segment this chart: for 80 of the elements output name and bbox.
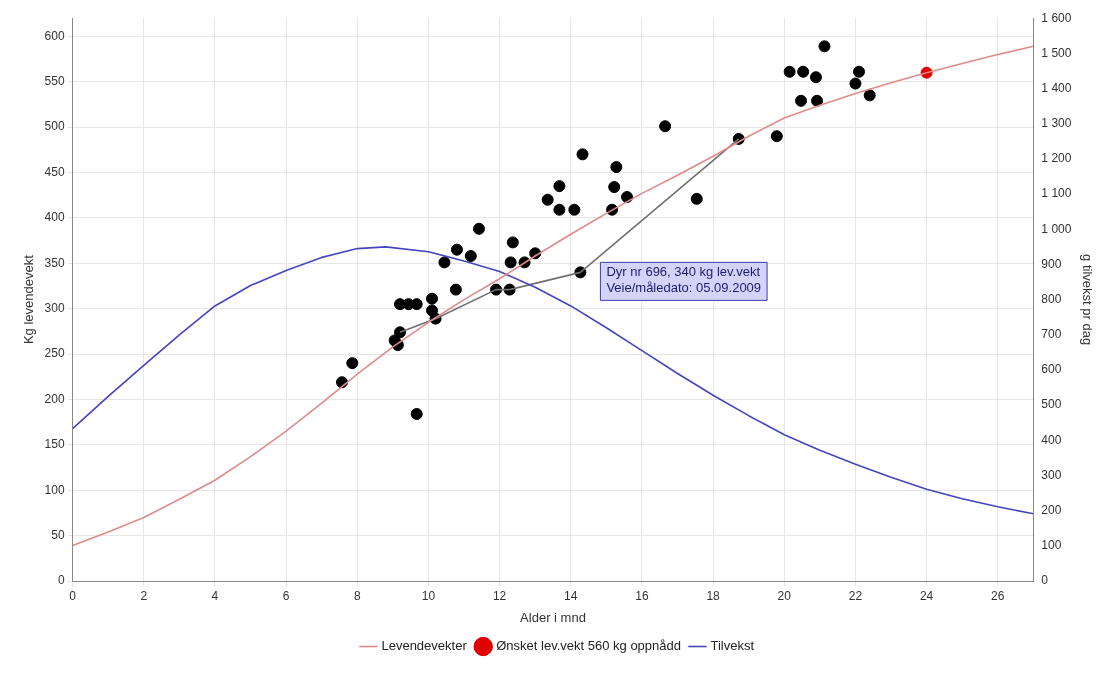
- point: [464, 250, 477, 263]
- y2-tick-label: 1 500: [1041, 45, 1072, 60]
- point: [608, 181, 621, 194]
- x-tick-label: 18: [706, 588, 721, 603]
- y2-tick-label: 1 600: [1041, 10, 1072, 25]
- x-tick-label: 10: [421, 588, 436, 603]
- point: [795, 94, 808, 107]
- point: [438, 256, 451, 269]
- x-axis-title: Alder i mnd: [520, 609, 586, 625]
- point: [506, 236, 519, 249]
- y-tick-label: 350: [44, 255, 65, 270]
- y2-tick-label: 1 000: [1041, 221, 1072, 236]
- y-tick-label: 450: [44, 164, 65, 179]
- y-tick-label: 300: [44, 300, 65, 315]
- x-tick-label: 26: [991, 588, 1005, 603]
- point: [690, 192, 703, 205]
- y-tick-label: 400: [44, 210, 65, 225]
- point: [809, 71, 822, 84]
- x-tick-label: 4: [211, 588, 219, 603]
- point: [783, 65, 796, 78]
- annotation: Dyr nr 696, 340 kg lev.vekt Veie/måledato: 05.09.2009: [606, 264, 762, 296]
- y-tick-label: 150: [44, 437, 65, 452]
- y2-tick-label: 100: [1041, 538, 1062, 553]
- y2-tick-label: 800: [1041, 291, 1062, 306]
- x-tick-label: 12: [492, 588, 507, 603]
- point: [553, 180, 566, 193]
- y2-tick-label: 500: [1041, 397, 1062, 412]
- point: [576, 148, 589, 161]
- x-tick-label: 6: [282, 588, 290, 603]
- x-tick-label: 2: [140, 588, 148, 603]
- point: [553, 203, 566, 216]
- legend-label: Levendevekter: [381, 638, 468, 654]
- y-tick-label: 550: [44, 74, 65, 89]
- point: [472, 222, 485, 235]
- x-tick-label: 14: [564, 588, 578, 603]
- x-tick-label: 16: [635, 588, 649, 603]
- y-tick-label: 250: [44, 346, 65, 361]
- x-tick-label: 0: [69, 588, 77, 603]
- y2-tick-label: 0: [1041, 573, 1049, 588]
- y2-tick-label: 300: [1041, 467, 1062, 482]
- point: [504, 256, 517, 269]
- point: [426, 292, 439, 305]
- legend-label: Ønsket lev.vekt 560 kg oppnådd: [496, 638, 681, 654]
- y2-tick-label: 200: [1041, 502, 1062, 517]
- point: [659, 120, 672, 133]
- point: [449, 283, 462, 296]
- x-tick-label: 22: [848, 588, 863, 603]
- point: [610, 161, 623, 174]
- y2-tick-label: 1 400: [1041, 80, 1072, 95]
- y2-tick-label: 700: [1041, 327, 1062, 342]
- point: [811, 94, 824, 107]
- point: [541, 193, 554, 206]
- point: [346, 357, 359, 370]
- point: [863, 89, 876, 102]
- y-tick-label: 100: [44, 482, 65, 497]
- point: [770, 130, 783, 143]
- x-tick-label: 24: [919, 588, 934, 603]
- y-tick-label: 0: [57, 573, 65, 588]
- y2-tick-label: 900: [1041, 256, 1062, 271]
- point: [797, 65, 810, 78]
- point: [849, 77, 862, 90]
- y-axis-title: Kg levendevekt: [21, 254, 37, 345]
- point: [568, 203, 581, 216]
- y-tick-label: 50: [51, 527, 65, 542]
- y-tick-label: 200: [44, 391, 65, 406]
- x-tick-label: 8: [353, 588, 361, 603]
- point: [450, 243, 463, 256]
- y2-tick-label: 1 300: [1041, 116, 1072, 131]
- point: [853, 65, 866, 78]
- legend-label: Tilvekst: [710, 638, 755, 654]
- point: [410, 407, 423, 420]
- y2-tick-label: 400: [1041, 432, 1062, 447]
- y2-tick-label: 1 100: [1041, 186, 1072, 201]
- y2-axis-title: g tilvekst pr dag: [1079, 254, 1095, 346]
- y-tick-label: 500: [44, 119, 65, 134]
- y2-tick-label: 600: [1041, 362, 1062, 377]
- x-tick-label: 20: [777, 588, 792, 603]
- y2-tick-label: 1 200: [1041, 151, 1072, 166]
- point: [818, 40, 831, 53]
- y-tick-label: 600: [44, 28, 65, 43]
